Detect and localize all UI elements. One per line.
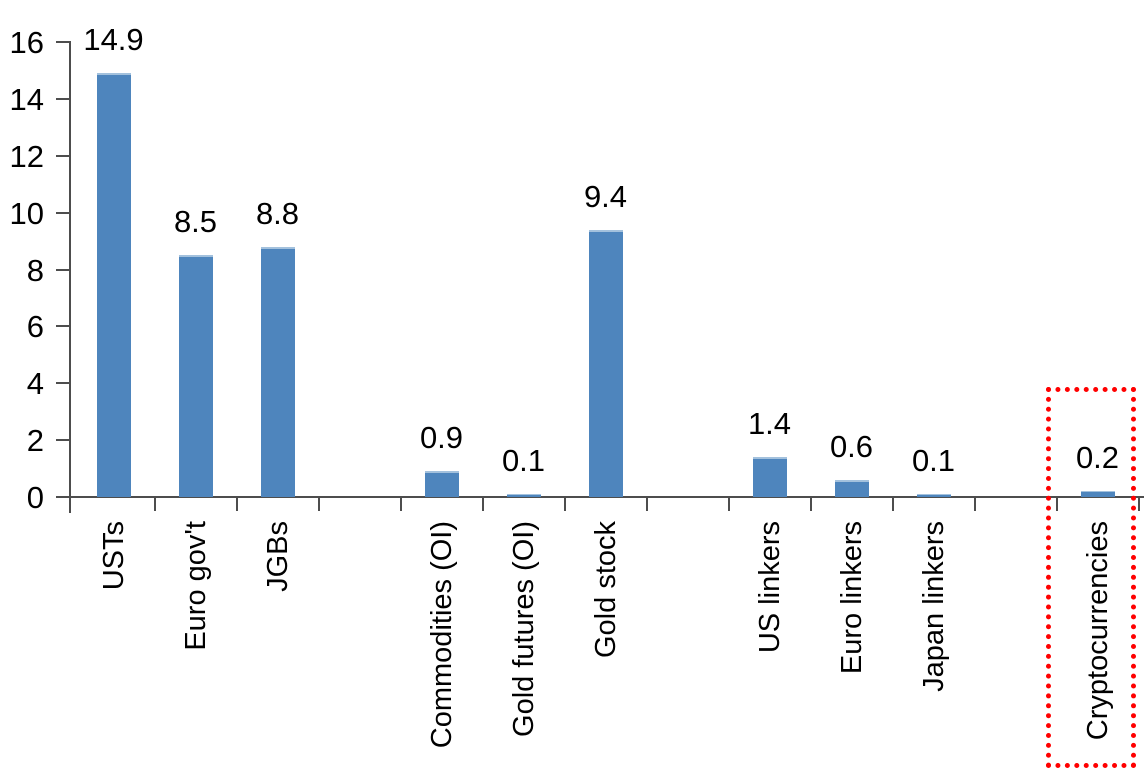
y-tick-label: 8 <box>26 252 44 288</box>
x-axis-line <box>69 496 1144 498</box>
y-tick-mark <box>56 439 70 442</box>
x-tick-mark <box>891 497 894 511</box>
category-label-text: US linkers <box>753 521 786 654</box>
bar-gold-futures-oi <box>506 494 541 497</box>
category-label-text: JGBs <box>261 521 294 592</box>
x-tick-mark <box>809 497 812 511</box>
y-tick-label: 16 <box>9 25 44 60</box>
category-label-text: Euro gov't <box>179 521 212 651</box>
bar-euro-gov-t <box>178 255 213 497</box>
x-tick-mark <box>727 497 730 511</box>
data-label: 8.8 <box>255 195 300 231</box>
data-label: 0.9 <box>419 420 464 456</box>
y-tick-mark <box>56 97 70 100</box>
data-label: 9.4 <box>583 178 628 214</box>
y-tick-label: 6 <box>26 309 44 345</box>
category-label-text: Gold stock <box>589 521 622 658</box>
x-tick-mark <box>235 497 238 511</box>
data-label: 0.6 <box>829 428 874 464</box>
category-label-text: Japan linkers <box>917 521 950 692</box>
bar-usts <box>96 73 131 497</box>
category-label: US linkers <box>744 521 796 771</box>
y-tick-mark <box>56 496 70 498</box>
x-tick-mark <box>1137 497 1140 511</box>
y-tick-label: 10 <box>9 195 44 231</box>
cryptocurrencies-highlight-box <box>1046 387 1136 768</box>
data-label: 1.4 <box>747 406 792 442</box>
y-tick-label: 12 <box>9 138 44 174</box>
category-label-text: USTs <box>97 521 130 591</box>
data-label: 0.2 <box>1075 440 1120 476</box>
bar-commodities-oi <box>424 471 459 497</box>
category-label-text: Cryptocurrencies <box>1081 521 1114 741</box>
y-tick-mark <box>56 325 70 328</box>
category-label: Commodities (OI) <box>416 521 468 771</box>
x-tick-mark <box>399 497 402 511</box>
category-label: Gold futures (OI) <box>498 521 550 771</box>
x-tick-mark <box>645 497 648 511</box>
x-tick-mark <box>973 497 976 511</box>
category-label: USTs <box>88 521 140 771</box>
x-tick-mark <box>1055 497 1058 511</box>
y-tick-mark <box>56 41 70 43</box>
category-label: Euro linkers <box>826 521 878 771</box>
y-tick-mark <box>56 211 70 214</box>
x-tick-mark <box>317 497 320 511</box>
category-label-text: Euro linkers <box>835 521 868 675</box>
category-label-text: Commodities (OI) <box>425 521 458 749</box>
data-label: 0.1 <box>911 443 956 479</box>
bar-us-linkers <box>752 457 787 497</box>
y-tick-mark <box>56 382 70 385</box>
data-label: 8.5 <box>173 204 218 240</box>
category-label: Japan linkers <box>908 521 960 771</box>
x-tick-mark <box>563 497 566 511</box>
y-tick-mark <box>56 268 70 271</box>
bar-euro-linkers <box>834 479 869 497</box>
bar-gold-stock <box>588 229 623 497</box>
data-label: 14.9 <box>83 22 144 58</box>
bar-cryptocurrencies <box>1080 491 1115 497</box>
y-tick-label: 4 <box>26 366 44 402</box>
y-tick-label: 14 <box>9 81 44 117</box>
y-tick-mark <box>56 154 70 157</box>
category-label: JGBs <box>252 521 304 771</box>
data-label: 0.1 <box>501 443 546 479</box>
x-tick-mark <box>153 497 156 511</box>
x-tick-mark <box>481 497 484 511</box>
bar-jgbs <box>260 246 295 497</box>
category-label: Gold stock <box>580 521 632 771</box>
y-tick-label: 0 <box>26 480 44 515</box>
category-label-text: Gold futures (OI) <box>507 521 540 737</box>
category-label: Euro gov't <box>170 521 222 771</box>
y-axis-line <box>69 41 71 513</box>
y-tick-label: 2 <box>26 423 44 459</box>
category-label: Cryptocurrencies <box>1072 521 1124 771</box>
bar-japan-linkers <box>916 494 951 497</box>
